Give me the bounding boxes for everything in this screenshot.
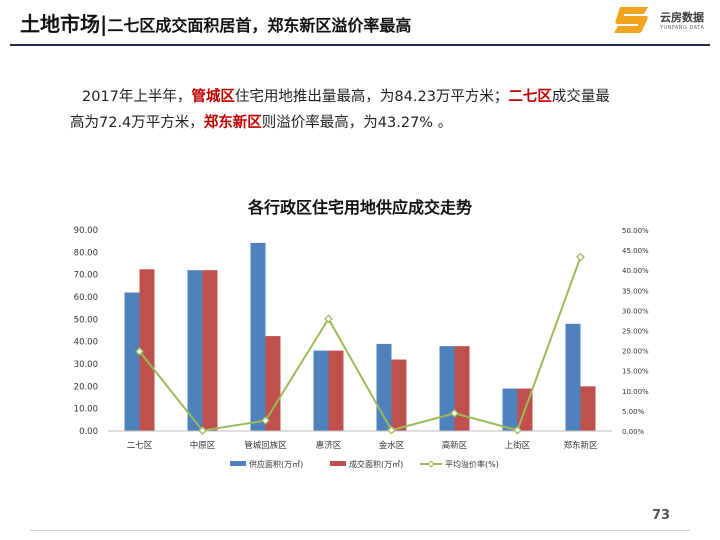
premium-rate-point (387, 425, 396, 435)
premium-rate-point (198, 426, 207, 435)
supply-deal-chart: 0.00 10.00 20.00 30.00 40.00 50.00 60.00 70.00 8… (74, 226, 649, 469)
page-header: 土地市场|二七区成交面积居首，郑东新区溢价率最高 云房数据 YUNFANG DA… (0, 0, 720, 46)
premium-rate-line (138, 256, 582, 432)
supply-bar (250, 242, 266, 431)
y-tick-label: 50.00 (74, 315, 98, 325)
summary-line-1: 2017年上半年，管城区住宅用地推出量最高，为84.23万平方米；二七区成交量最 (72, 84, 672, 110)
page-title: 土地市场|二七区成交面积居首，郑东新区溢价率最高 (20, 8, 411, 37)
summary-text: 高为72.4万平方米， (70, 115, 204, 131)
deal-bar (202, 270, 218, 431)
legend-supply-swatch (230, 461, 246, 466)
x-tick-label: 郑东新区 (563, 440, 598, 451)
y2-tick-label: 5.00% (622, 408, 645, 416)
x-tick-label: 惠济区 (316, 440, 342, 451)
y-tick-label: 90.00 (74, 226, 98, 236)
x-tick-label: 管城回族区 (244, 440, 287, 451)
premium-rate-point (576, 252, 585, 262)
premium-rate-point (261, 416, 270, 425)
y2-tick-label: 10.00% (622, 388, 649, 396)
footer-divider (30, 530, 690, 531)
y2-tick-label: 45.00% (622, 247, 649, 255)
supply-bar (124, 292, 140, 431)
y2-tick-label: 30.00% (622, 307, 649, 315)
y2-tick-label: 15.00% (622, 368, 649, 376)
premium-rate-point (450, 408, 459, 418)
supply-bar (565, 323, 581, 431)
deal-bar (391, 359, 407, 431)
y2-tick-label: 35.00% (622, 287, 649, 295)
summary-paragraph: 2017年上半年，管城区住宅用地推出量最高，为84.23万平方米；二七区成交量最… (70, 84, 672, 136)
deal-bar (454, 346, 470, 431)
x-tick-label: 金水区 (379, 440, 405, 451)
summary-text: 则溢价率最高，为43.27% 。 (261, 115, 453, 131)
x-tick-label: 高新区 (442, 440, 468, 451)
supply-bar (187, 270, 203, 431)
deal-bar (580, 386, 596, 431)
y2-tick-label: 0.00% (622, 428, 645, 436)
y-tick-label: 40.00 (74, 338, 98, 348)
x-tick-label: 中原区 (190, 440, 216, 451)
legend-label: 供应面积(万㎡) (249, 459, 303, 469)
y2-tick-label: 25.00% (622, 328, 649, 336)
legend-deal-swatch (330, 461, 346, 466)
summary-text: 住宅用地推出量最高，为84.23万平方米； (234, 89, 509, 105)
title-main: 土地市场| (20, 12, 108, 36)
supply-bar (439, 346, 455, 431)
legend-premium-marker (427, 460, 435, 468)
header-divider (10, 44, 710, 46)
highlight-district: 郑东新区 (203, 115, 262, 131)
y-tick-label: 70.00 (74, 271, 98, 281)
y-tick-label: 10.00 (74, 405, 98, 415)
supply-bar (313, 350, 329, 431)
highlight-district: 管城区 (191, 89, 235, 105)
deal-bar (328, 350, 344, 431)
chart-title: 各行政区住宅用地供应成交走势 (247, 198, 472, 217)
deal-bar (139, 269, 155, 431)
legend-label: 平均溢价率(%) (445, 459, 499, 469)
premium-rate-point (135, 347, 144, 356)
premium-rate-point (324, 314, 333, 324)
summary-line-2: 高为72.4万平方米，郑东新区则溢价率最高，为43.27% 。 (70, 110, 672, 136)
page-number: 73 (652, 508, 671, 523)
legend-label: 成交面积(万㎡) (349, 459, 403, 469)
y-tick-label: 20.00 (74, 382, 98, 392)
y2-tick-label: 50.00% (622, 227, 649, 235)
y-tick-label: 0.00 (79, 427, 98, 437)
premium-rate-point (513, 425, 522, 435)
highlight-district: 二七区 (508, 89, 552, 105)
supply-bar (502, 388, 518, 431)
y-tick-label: 30.00 (74, 360, 98, 370)
title-subtitle: 二七区成交面积居首，郑东新区溢价率最高 (107, 16, 412, 35)
x-tick-label: 二七区 (127, 441, 153, 451)
logo-text-cn: 云房数据 (660, 11, 704, 24)
logo-text-en: YUNFANG DATA (660, 25, 705, 31)
x-tick-label: 上街区 (505, 440, 531, 451)
deal-bar (265, 336, 281, 431)
y2-tick-label: 40.00% (622, 267, 649, 275)
company-logo: 云房数据 YUNFANG DATA (612, 4, 712, 40)
y2-tick-label: 20.00% (622, 348, 649, 356)
y-tick-label: 60.00 (74, 293, 98, 303)
logo-mark-icon (614, 7, 648, 33)
summary-text: 2017年上半年， (82, 89, 192, 105)
summary-text: 成交量最 (551, 89, 610, 105)
y-tick-label: 80.00 (74, 248, 98, 258)
